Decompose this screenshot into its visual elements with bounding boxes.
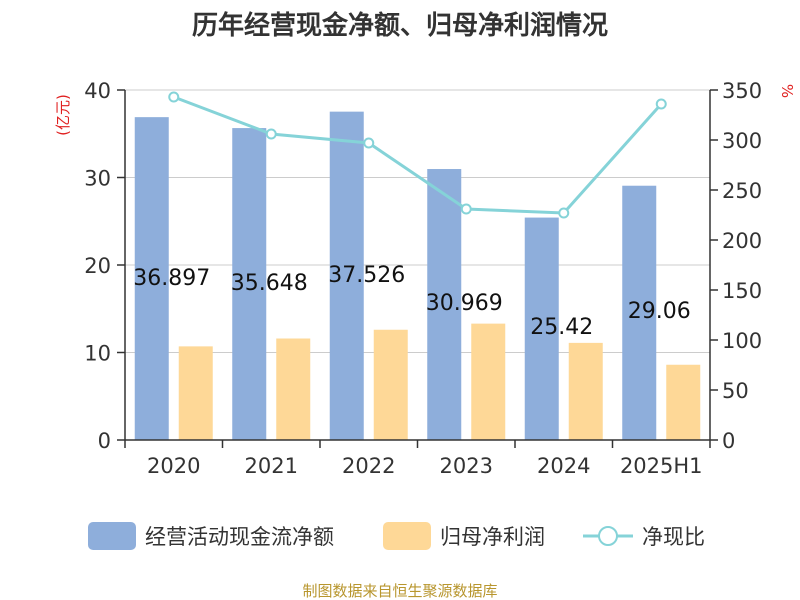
data-label: 30.969 <box>426 291 503 316</box>
bar-operating-cash-flow <box>524 217 559 440</box>
bar-net-profit <box>666 364 701 440</box>
legend-swatch-operating-cash-flow <box>88 522 136 550</box>
line-point <box>655 98 667 110</box>
x-tick-label: 2022 <box>342 454 395 478</box>
x-tick-label: 2025H1 <box>620 454 703 478</box>
legend-label-cash-ratio: 净现比 <box>642 525 705 549</box>
bar-operating-cash-flow <box>329 111 364 441</box>
data-label: 29.06 <box>628 299 691 324</box>
left-tick-label: 10 <box>84 342 111 366</box>
data-label: 25.42 <box>530 315 593 340</box>
axes-layer: 0 10 20 30 40 0 50 100 150 200 250 300 350 2020 2021 20… <box>84 79 762 478</box>
right-tick-label: 150 <box>722 279 762 303</box>
bar-net-profit <box>276 338 311 440</box>
bar-net-profit <box>178 346 213 440</box>
data-label: 36.897 <box>133 266 210 291</box>
chart-title: 历年经营现金净额、归母净利润情况 <box>192 10 608 41</box>
right-tick-label: 350 <box>722 79 762 103</box>
data-labels-layer: 36.897 35.648 37.526 30.969 25.42 29.06 <box>133 263 690 340</box>
right-tick-label: 100 <box>722 329 762 353</box>
line-point <box>460 203 472 215</box>
line-point <box>265 128 277 140</box>
line-point <box>363 137 375 149</box>
x-tick-label: 2023 <box>440 454 493 478</box>
line-layer <box>168 91 667 219</box>
right-tick-label: 0 <box>722 429 735 453</box>
x-tick-label: 2020 <box>147 454 200 478</box>
legend-label-operating-cash-flow: 经营活动现金流净额 <box>145 525 334 549</box>
right-axis-unit: % <box>778 84 796 98</box>
bar-operating-cash-flow <box>622 185 657 440</box>
data-label: 35.648 <box>231 271 308 296</box>
source-note: 制图数据来自恒生聚源数据库 <box>302 582 497 600</box>
bar-operating-cash-flow <box>232 128 267 440</box>
line-point <box>558 207 570 219</box>
right-tick-label: 250 <box>722 179 762 203</box>
left-axis-unit: (亿元) <box>54 94 72 136</box>
legend: 经营活动现金流净额 归母净利润 净现比 <box>88 522 705 550</box>
x-tick-label: 2024 <box>537 454 590 478</box>
line-point <box>168 91 180 103</box>
left-tick-label: 20 <box>84 254 111 278</box>
bar-net-profit <box>373 329 408 440</box>
left-tick-label: 0 <box>98 429 111 453</box>
left-tick-label: 40 <box>84 79 111 103</box>
right-tick-label: 300 <box>722 129 762 153</box>
right-tick-label: 50 <box>722 379 749 403</box>
line-cash-ratio <box>173 95 663 215</box>
data-label: 37.526 <box>328 263 405 288</box>
bar-net-profit <box>568 342 603 440</box>
x-tick-label: 2021 <box>245 454 298 478</box>
right-tick-label: 200 <box>722 229 762 253</box>
legend-label-net-profit: 归母净利润 <box>440 525 545 549</box>
bars-layer <box>134 111 701 441</box>
bar-net-profit <box>471 323 506 440</box>
bar-operating-cash-flow <box>134 117 169 441</box>
legend-marker-cash-ratio <box>598 526 618 546</box>
left-tick-label: 30 <box>84 167 111 191</box>
legend-swatch-net-profit <box>383 522 431 550</box>
bar-operating-cash-flow <box>427 169 462 441</box>
